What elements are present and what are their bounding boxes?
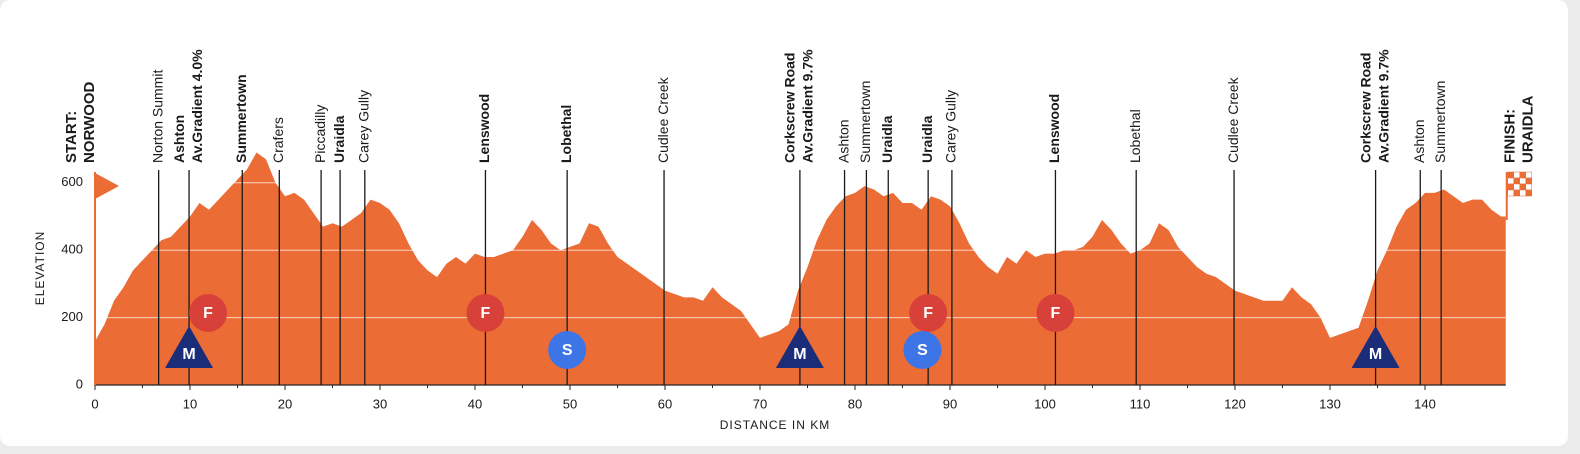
finish-flag-cell — [1519, 171, 1526, 179]
mountain-marker — [775, 326, 824, 368]
x-tick-label: 0 — [91, 396, 98, 411]
x-tick-label: 50 — [563, 396, 577, 411]
finish-flag-cell — [1525, 189, 1532, 197]
sprint-marker — [903, 331, 942, 369]
waypoint-label: Av.Gradient 9.7% — [1375, 49, 1391, 163]
x-tick-label: 90 — [943, 396, 957, 411]
waypoint-label: Lobethal — [558, 105, 574, 163]
x-tick-label: 120 — [1224, 396, 1246, 411]
finish-flag-cell — [1507, 171, 1514, 179]
waypoint-label: Norton Summit — [149, 70, 165, 163]
finish-label: URAIDLA — [1520, 95, 1537, 163]
x-tick-label: 140 — [1414, 396, 1436, 411]
waypoint-label: Summertown — [1432, 81, 1448, 163]
y-tick-label: 200 — [61, 309, 83, 324]
waypoint-label: Uraidla — [879, 115, 895, 163]
marker-symbol: F — [923, 305, 933, 322]
sprint-marker — [548, 331, 587, 369]
x-tick-label: 40 — [468, 396, 482, 411]
waypoint-label: Cudlee Creek — [1225, 76, 1241, 163]
waypoint-label: Cudlee Creek — [655, 76, 671, 163]
marker-symbol: F — [203, 305, 213, 322]
waypoint-label: Corkscrew Road — [782, 53, 798, 163]
finish-flag-cell — [1519, 183, 1526, 191]
start-label: START: — [63, 111, 80, 163]
finish-flag-cell — [1513, 177, 1520, 185]
x-tick-label: 110 — [1130, 396, 1151, 411]
waypoint-label: Av.Gradient 4.0% — [189, 49, 205, 163]
x-tick-label: 10 — [183, 396, 197, 411]
marker-symbol: M — [182, 346, 195, 363]
finish-flag-cell — [1507, 177, 1514, 185]
feed-marker — [1036, 294, 1075, 332]
start-flag — [95, 173, 119, 199]
feed-marker — [909, 294, 948, 332]
waypoint-label: Av.Gradient 9.7% — [800, 49, 816, 163]
waypoint-label: Crafers — [270, 117, 286, 163]
finish-flag-cell — [1513, 189, 1520, 197]
waypoint-label: Lenswood — [476, 94, 492, 163]
finish-flag-cell — [1525, 183, 1532, 191]
elevation-area — [95, 152, 1506, 385]
y-tick-label: 600 — [61, 174, 83, 189]
finish-flag-cell — [1513, 171, 1520, 179]
x-tick-label: 20 — [278, 396, 292, 411]
marker-symbol: S — [917, 342, 928, 359]
y-tick-label: 400 — [61, 242, 83, 257]
feed-marker — [466, 294, 505, 332]
finish-label: FINISH: — [1502, 109, 1519, 163]
x-axis-label: DISTANCE IN KM — [720, 418, 830, 432]
finish-flag-cell — [1507, 183, 1514, 191]
y-tick-label: 0 — [76, 376, 83, 391]
waypoint-label: Uraidla — [919, 115, 935, 163]
waypoint-label: Carey Gully — [943, 90, 959, 163]
marker-symbol: M — [1369, 346, 1382, 363]
feed-marker — [189, 294, 228, 332]
x-tick-label: 30 — [373, 396, 387, 411]
waypoint-label: Lenswood — [1046, 94, 1062, 163]
waypoint-label: Summertown — [857, 81, 873, 163]
waypoint-label: Carey Gully — [356, 90, 372, 163]
y-axis-label: ELEVATION — [33, 231, 47, 306]
marker-symbol: F — [481, 305, 491, 322]
x-tick-label: 80 — [848, 396, 862, 411]
waypoint-label: Summertown — [233, 74, 249, 163]
x-tick-label: 60 — [658, 396, 672, 411]
start-label: NORWOOD — [81, 81, 98, 163]
finish-flag-cell — [1525, 171, 1532, 179]
finish-flag-cell — [1513, 183, 1520, 191]
waypoint-label: Piccadilly — [312, 105, 328, 163]
mountain-marker — [165, 326, 214, 368]
finish-flag-cell — [1519, 177, 1526, 185]
finish-flag-cell — [1519, 189, 1526, 197]
waypoint-label: Ashton — [171, 115, 187, 163]
finish-flag-cell — [1525, 177, 1532, 185]
x-tick-label: 100 — [1034, 396, 1056, 411]
x-tick-label: 130 — [1319, 396, 1341, 411]
x-tick-label: 70 — [753, 396, 767, 411]
finish-flag-cell — [1507, 189, 1514, 197]
waypoint-label: Lobethal — [1127, 109, 1143, 163]
waypoint-label: Ashton — [835, 119, 851, 163]
marker-symbol: S — [562, 342, 573, 359]
waypoint-label: Uraidla — [331, 115, 347, 163]
marker-symbol: M — [793, 346, 806, 363]
waypoint-label: Ashton — [1411, 119, 1427, 163]
waypoint-label: Corkscrew Road — [1357, 53, 1373, 163]
mountain-marker — [1351, 326, 1400, 368]
marker-symbol: F — [1051, 305, 1061, 322]
